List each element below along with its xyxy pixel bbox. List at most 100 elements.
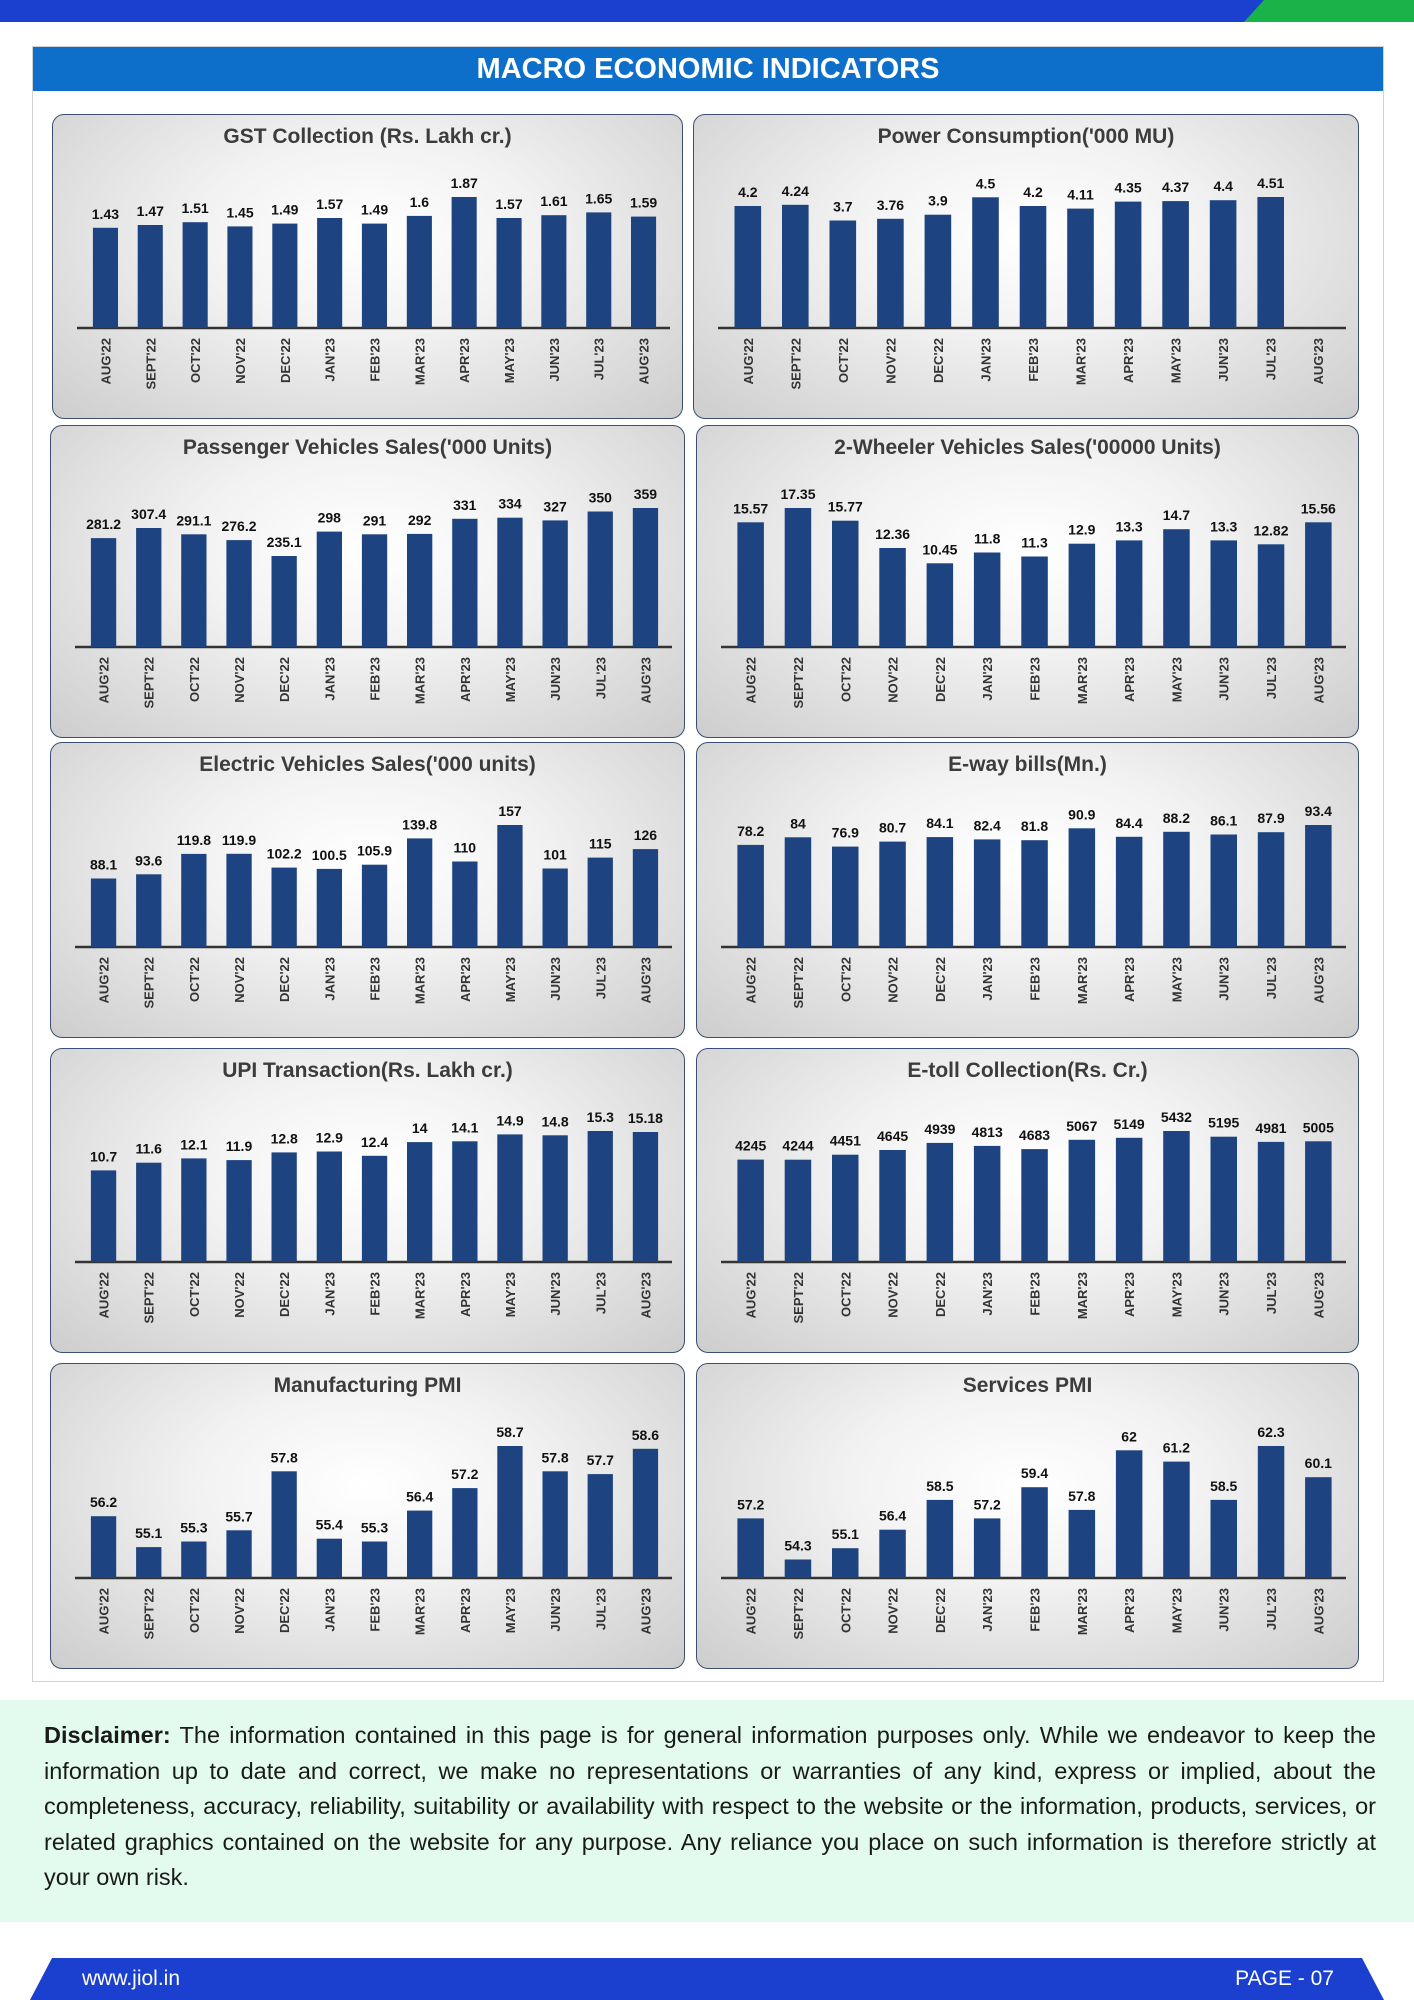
bar <box>1210 540 1237 647</box>
bar <box>879 1150 906 1262</box>
tick-label: NOV'22 <box>886 957 901 1003</box>
data-label: 102.2 <box>267 846 302 862</box>
etoll-chart: 4245 AUG'22 4244 SEPT'22 4451 OCT'22 4645 NOV'2… <box>721 1109 1346 1324</box>
tick-label: FEB'23 <box>1028 657 1043 701</box>
tick-label: AUG'23 <box>1311 1588 1326 1634</box>
bar <box>361 1155 388 1262</box>
data-label: 80.7 <box>879 820 906 836</box>
bar <box>586 212 612 328</box>
data-label: 4939 <box>924 1121 955 1137</box>
tick-label: JAN'23 <box>322 657 337 701</box>
data-label: 57.8 <box>271 1449 298 1465</box>
bar <box>587 1131 613 1262</box>
tick-label: APR'23 <box>1122 957 1137 1002</box>
data-label: 105.9 <box>357 843 392 859</box>
tick-label: NOV'22 <box>232 657 247 703</box>
bar <box>587 1474 613 1578</box>
tick-label: JAN'23 <box>322 1588 337 1632</box>
bar <box>136 874 162 947</box>
tick-label: AUG'22 <box>744 1272 759 1318</box>
chart-title: Passenger Vehicles Sales('000 Units) <box>182 436 553 459</box>
website-link[interactable]: www.jiol.in <box>82 1967 181 1990</box>
tick-label: AUG'23 <box>1311 657 1326 703</box>
chart-panel-services-pmi: Services PMI 57.2 AUG'22 54.3 SEPT'22 55.1 OC… <box>696 1363 1359 1669</box>
tick-label: AUG'23 <box>1311 338 1326 384</box>
bar <box>587 857 613 947</box>
data-label: 15.18 <box>628 1110 663 1126</box>
data-label: 359 <box>634 486 658 502</box>
data-label: 1.57 <box>495 196 522 212</box>
tick-label: OCT'22 <box>838 957 853 1002</box>
data-label: 4.37 <box>1162 179 1189 195</box>
data-label: 4.5 <box>976 175 996 191</box>
chart-panel-eway-bills: E-way bills(Mn.) 78.2 AUG'22 84 SEPT'22 76.9… <box>696 742 1359 1038</box>
data-label: 10.7 <box>90 1148 117 1164</box>
data-label: 11.6 <box>135 1141 162 1157</box>
bar <box>829 220 857 328</box>
tick-label: SEPT'22 <box>142 1588 157 1640</box>
chart-panel-two-wheeler: 2-Wheeler Vehicles Sales('00000 Units) 1… <box>696 425 1359 738</box>
tick-label: JUN'23 <box>1217 1272 1232 1316</box>
indicators-frame: MACRO ECONOMIC INDICATORS GST Collection… <box>32 46 1384 1682</box>
gst-chart: 1.43 AUG'22 1.47 SEPT'22 1.51 OCT'22 1.45 NOV'2… <box>77 175 670 390</box>
bar <box>587 511 613 647</box>
bar <box>451 197 477 328</box>
bar <box>737 1518 764 1578</box>
tick-label: JAN'23 <box>980 657 995 701</box>
tick-label: APR'23 <box>1122 1272 1137 1317</box>
data-label: 93.4 <box>1305 803 1332 819</box>
tick-label: NOV'22 <box>232 957 247 1003</box>
bar <box>1115 1450 1143 1578</box>
tick-label: OCT'22 <box>187 1588 202 1633</box>
data-label: 4244 <box>782 1138 813 1154</box>
bar <box>542 1471 568 1578</box>
data-label: 4245 <box>735 1138 766 1154</box>
bar <box>782 204 809 328</box>
data-label: 1.45 <box>226 204 253 220</box>
bar <box>361 223 387 328</box>
data-label: 11.8 <box>974 531 1001 547</box>
data-label: 327 <box>543 498 567 514</box>
bar <box>407 1510 433 1578</box>
tick-label: AUG'23 <box>638 1588 653 1634</box>
data-label: 12.36 <box>875 526 910 542</box>
passenger-vehicles-chart: 281.2 AUG'22 307.4 SEPT'22 291.1 OCT'22 276.2 N… <box>75 486 672 709</box>
data-label: 11.9 <box>226 1138 253 1154</box>
bar <box>737 522 764 647</box>
tick-label: APR'23 <box>457 338 472 383</box>
data-label: 54.3 <box>784 1538 811 1554</box>
data-label: 62 <box>1121 1428 1137 1444</box>
data-label: 101 <box>543 847 567 863</box>
tick-label: APR'23 <box>458 1272 473 1317</box>
tick-label: AUG'23 <box>1311 1272 1326 1318</box>
data-label: 3.9 <box>928 193 948 209</box>
data-label: 331 <box>453 497 477 513</box>
tick-label: AUG'22 <box>97 1588 112 1634</box>
bar <box>90 1170 117 1262</box>
tick-label: SEPT'22 <box>142 1272 157 1324</box>
tick-label: MAR'23 <box>413 657 428 704</box>
tick-label: JAN'23 <box>323 338 338 382</box>
bar <box>1021 1149 1048 1262</box>
data-label: 86.1 <box>1210 813 1237 829</box>
disclaimer-section: Disclaimer: The information contained in… <box>0 1700 1414 1922</box>
tick-label: MAY'23 <box>1169 338 1184 383</box>
tick-label: MAR'23 <box>1075 957 1090 1004</box>
tick-label: JUL'23 <box>1264 1272 1279 1314</box>
data-label: 55.4 <box>316 1517 343 1533</box>
bar <box>316 1538 342 1578</box>
data-label: 119.8 <box>177 832 211 848</box>
bar <box>973 839 1001 947</box>
manufacturing-pmi-chart: 56.2 AUG'22 55.1 SEPT'22 55.3 OCT'22 55.7 NOV'2… <box>75 1424 672 1640</box>
bar <box>924 214 952 328</box>
data-label: 298 <box>318 510 342 526</box>
data-label: 12.4 <box>361 1134 388 1150</box>
bar <box>632 1448 659 1578</box>
tick-label: JUL'23 <box>1264 1588 1279 1630</box>
tick-label: DEC'22 <box>931 338 946 383</box>
data-label: 281.2 <box>86 516 121 532</box>
data-label: 350 <box>589 490 613 506</box>
bar <box>316 868 342 947</box>
bar <box>926 563 954 647</box>
tick-label: AUG'22 <box>744 657 759 703</box>
